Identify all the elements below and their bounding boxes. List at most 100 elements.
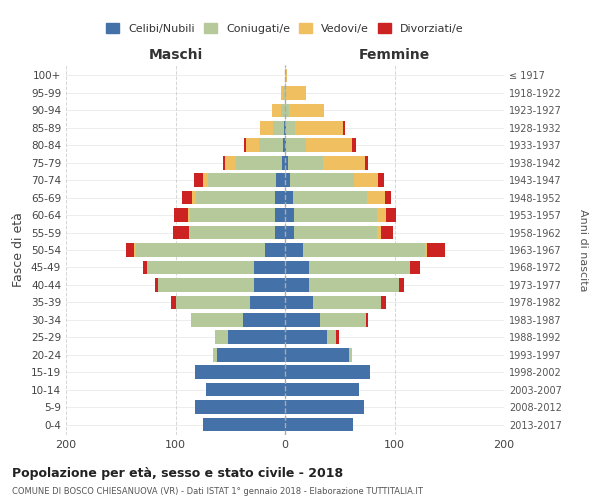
Bar bbox=[171, 296, 176, 309]
Text: Maschi: Maschi bbox=[148, 48, 203, 62]
Bar bbox=[285, 68, 287, 82]
Bar bbox=[275, 226, 285, 239]
Bar bbox=[283, 86, 285, 100]
Bar bbox=[182, 191, 192, 204]
Bar bbox=[302, 243, 425, 257]
Bar bbox=[203, 174, 208, 187]
Text: Femmine: Femmine bbox=[359, 48, 430, 62]
Bar bbox=[245, 138, 259, 152]
Bar bbox=[284, 121, 285, 134]
Bar bbox=[147, 260, 254, 274]
Bar bbox=[386, 208, 395, 222]
Bar bbox=[289, 104, 325, 117]
Bar bbox=[366, 313, 368, 326]
Bar bbox=[285, 383, 359, 396]
Bar bbox=[285, 348, 349, 362]
Bar bbox=[286, 121, 295, 134]
Bar bbox=[276, 174, 285, 187]
Bar bbox=[354, 174, 378, 187]
Bar bbox=[250, 296, 285, 309]
Bar bbox=[281, 86, 283, 100]
Bar bbox=[285, 208, 294, 222]
Bar bbox=[377, 226, 382, 239]
Bar bbox=[254, 278, 285, 291]
Bar bbox=[286, 86, 306, 100]
Bar bbox=[244, 313, 285, 326]
Bar bbox=[295, 121, 343, 134]
Bar bbox=[349, 348, 352, 362]
Bar bbox=[285, 366, 370, 379]
Y-axis label: Fasce di età: Fasce di età bbox=[13, 212, 25, 288]
Bar bbox=[195, 366, 285, 379]
Bar bbox=[195, 400, 285, 414]
Bar bbox=[285, 418, 353, 432]
Bar bbox=[265, 243, 285, 257]
Bar bbox=[134, 243, 136, 257]
Bar bbox=[378, 174, 383, 187]
Bar bbox=[285, 296, 313, 309]
Bar bbox=[188, 226, 190, 239]
Bar bbox=[173, 226, 188, 239]
Bar bbox=[285, 330, 326, 344]
Bar bbox=[309, 260, 410, 274]
Bar bbox=[190, 208, 275, 222]
Bar bbox=[190, 226, 275, 239]
Text: COMUNE DI BOSCO CHIESANUOVA (VR) - Dati ISTAT 1° gennaio 2018 - Elaborazione TUT: COMUNE DI BOSCO CHIESANUOVA (VR) - Dati … bbox=[12, 488, 423, 496]
Legend: Celibi/Nubili, Coniugati/e, Vedovi/e, Divorziati/e: Celibi/Nubili, Coniugati/e, Vedovi/e, Di… bbox=[102, 19, 468, 38]
Bar bbox=[286, 138, 306, 152]
Bar bbox=[427, 243, 445, 257]
Bar bbox=[283, 138, 285, 152]
Bar bbox=[285, 260, 309, 274]
Bar bbox=[196, 191, 275, 204]
Bar bbox=[285, 226, 294, 239]
Bar bbox=[155, 278, 158, 291]
Bar bbox=[306, 138, 352, 152]
Bar bbox=[425, 243, 427, 257]
Bar bbox=[288, 156, 323, 170]
Bar bbox=[326, 330, 337, 344]
Bar bbox=[337, 330, 338, 344]
Bar bbox=[225, 156, 236, 170]
Bar bbox=[343, 121, 345, 134]
Bar bbox=[273, 121, 284, 134]
Bar bbox=[275, 191, 285, 204]
Bar bbox=[126, 243, 134, 257]
Bar bbox=[382, 226, 394, 239]
Bar bbox=[215, 330, 228, 344]
Bar bbox=[254, 260, 285, 274]
Bar bbox=[367, 191, 385, 204]
Bar bbox=[281, 104, 285, 117]
Bar bbox=[203, 418, 285, 432]
Bar bbox=[143, 260, 147, 274]
Bar bbox=[323, 156, 365, 170]
Bar bbox=[294, 208, 377, 222]
Bar bbox=[176, 296, 250, 309]
Bar bbox=[223, 156, 225, 170]
Bar bbox=[285, 121, 286, 134]
Bar bbox=[213, 348, 217, 362]
Bar bbox=[244, 138, 245, 152]
Bar bbox=[285, 278, 309, 291]
Bar bbox=[399, 278, 404, 291]
Bar bbox=[309, 278, 399, 291]
Bar bbox=[217, 348, 285, 362]
Bar bbox=[188, 208, 190, 222]
Bar bbox=[352, 138, 356, 152]
Bar bbox=[192, 191, 196, 204]
Bar bbox=[158, 278, 254, 291]
Bar bbox=[175, 208, 188, 222]
Bar bbox=[385, 191, 391, 204]
Bar bbox=[320, 313, 366, 326]
Bar bbox=[282, 156, 285, 170]
Bar bbox=[260, 121, 273, 134]
Bar bbox=[382, 296, 386, 309]
Bar bbox=[285, 191, 293, 204]
Bar bbox=[285, 313, 320, 326]
Bar bbox=[191, 313, 244, 326]
Bar bbox=[136, 243, 265, 257]
Bar bbox=[290, 174, 354, 187]
Bar bbox=[285, 174, 290, 187]
Bar bbox=[377, 208, 386, 222]
Bar bbox=[228, 330, 285, 344]
Bar bbox=[313, 296, 382, 309]
